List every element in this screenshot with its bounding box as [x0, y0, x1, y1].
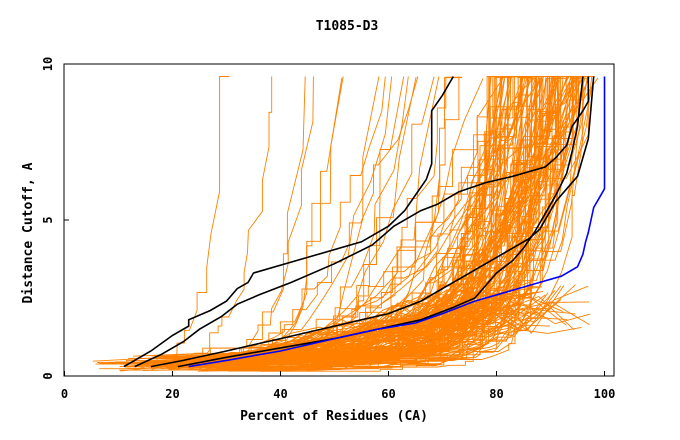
model-curve — [262, 76, 571, 372]
model-curve — [107, 76, 230, 364]
y-tick-label: 5 — [41, 216, 55, 223]
y-axis-ticks: 0 5 10 — [41, 57, 69, 380]
model-curve — [259, 76, 571, 372]
model-curve — [244, 285, 589, 371]
y-axis-label: Distance Cutoff, A — [21, 162, 36, 303]
model-curve — [156, 286, 504, 368]
model-curve — [92, 76, 393, 362]
model-curves — [92, 76, 599, 372]
x-tick-label: 0 — [61, 387, 68, 401]
x-tick-label: 80 — [489, 387, 503, 401]
x-axis-label: Percent of Residues (CA) — [240, 409, 428, 424]
x-tick-label: 60 — [381, 387, 395, 401]
highlight-curve-black — [150, 76, 595, 368]
model-curve — [206, 301, 590, 370]
model-curve — [280, 77, 574, 362]
chart-title: T1085-D3 — [316, 19, 379, 34]
model-curve — [312, 76, 593, 363]
highlight-curve-black — [123, 76, 454, 368]
x-axis-ticks: 0 20 40 60 80 100 — [61, 371, 615, 401]
y-tick-label: 0 — [41, 372, 55, 379]
model-curve — [308, 77, 533, 370]
model-curve — [225, 76, 502, 365]
model-curve — [165, 306, 540, 369]
model-curve — [168, 284, 576, 370]
highlight-curve-blue — [188, 76, 606, 368]
x-tick-label: 100 — [594, 387, 616, 401]
model-curve — [268, 76, 512, 364]
y-tick-label: 10 — [41, 57, 55, 71]
model-curve — [98, 76, 306, 364]
highlight-curves — [123, 76, 606, 368]
model-curve — [201, 76, 514, 371]
x-tick-label: 40 — [273, 387, 287, 401]
x-tick-label: 20 — [165, 387, 179, 401]
model-curve — [236, 294, 546, 369]
highlight-curve-black — [134, 76, 590, 368]
